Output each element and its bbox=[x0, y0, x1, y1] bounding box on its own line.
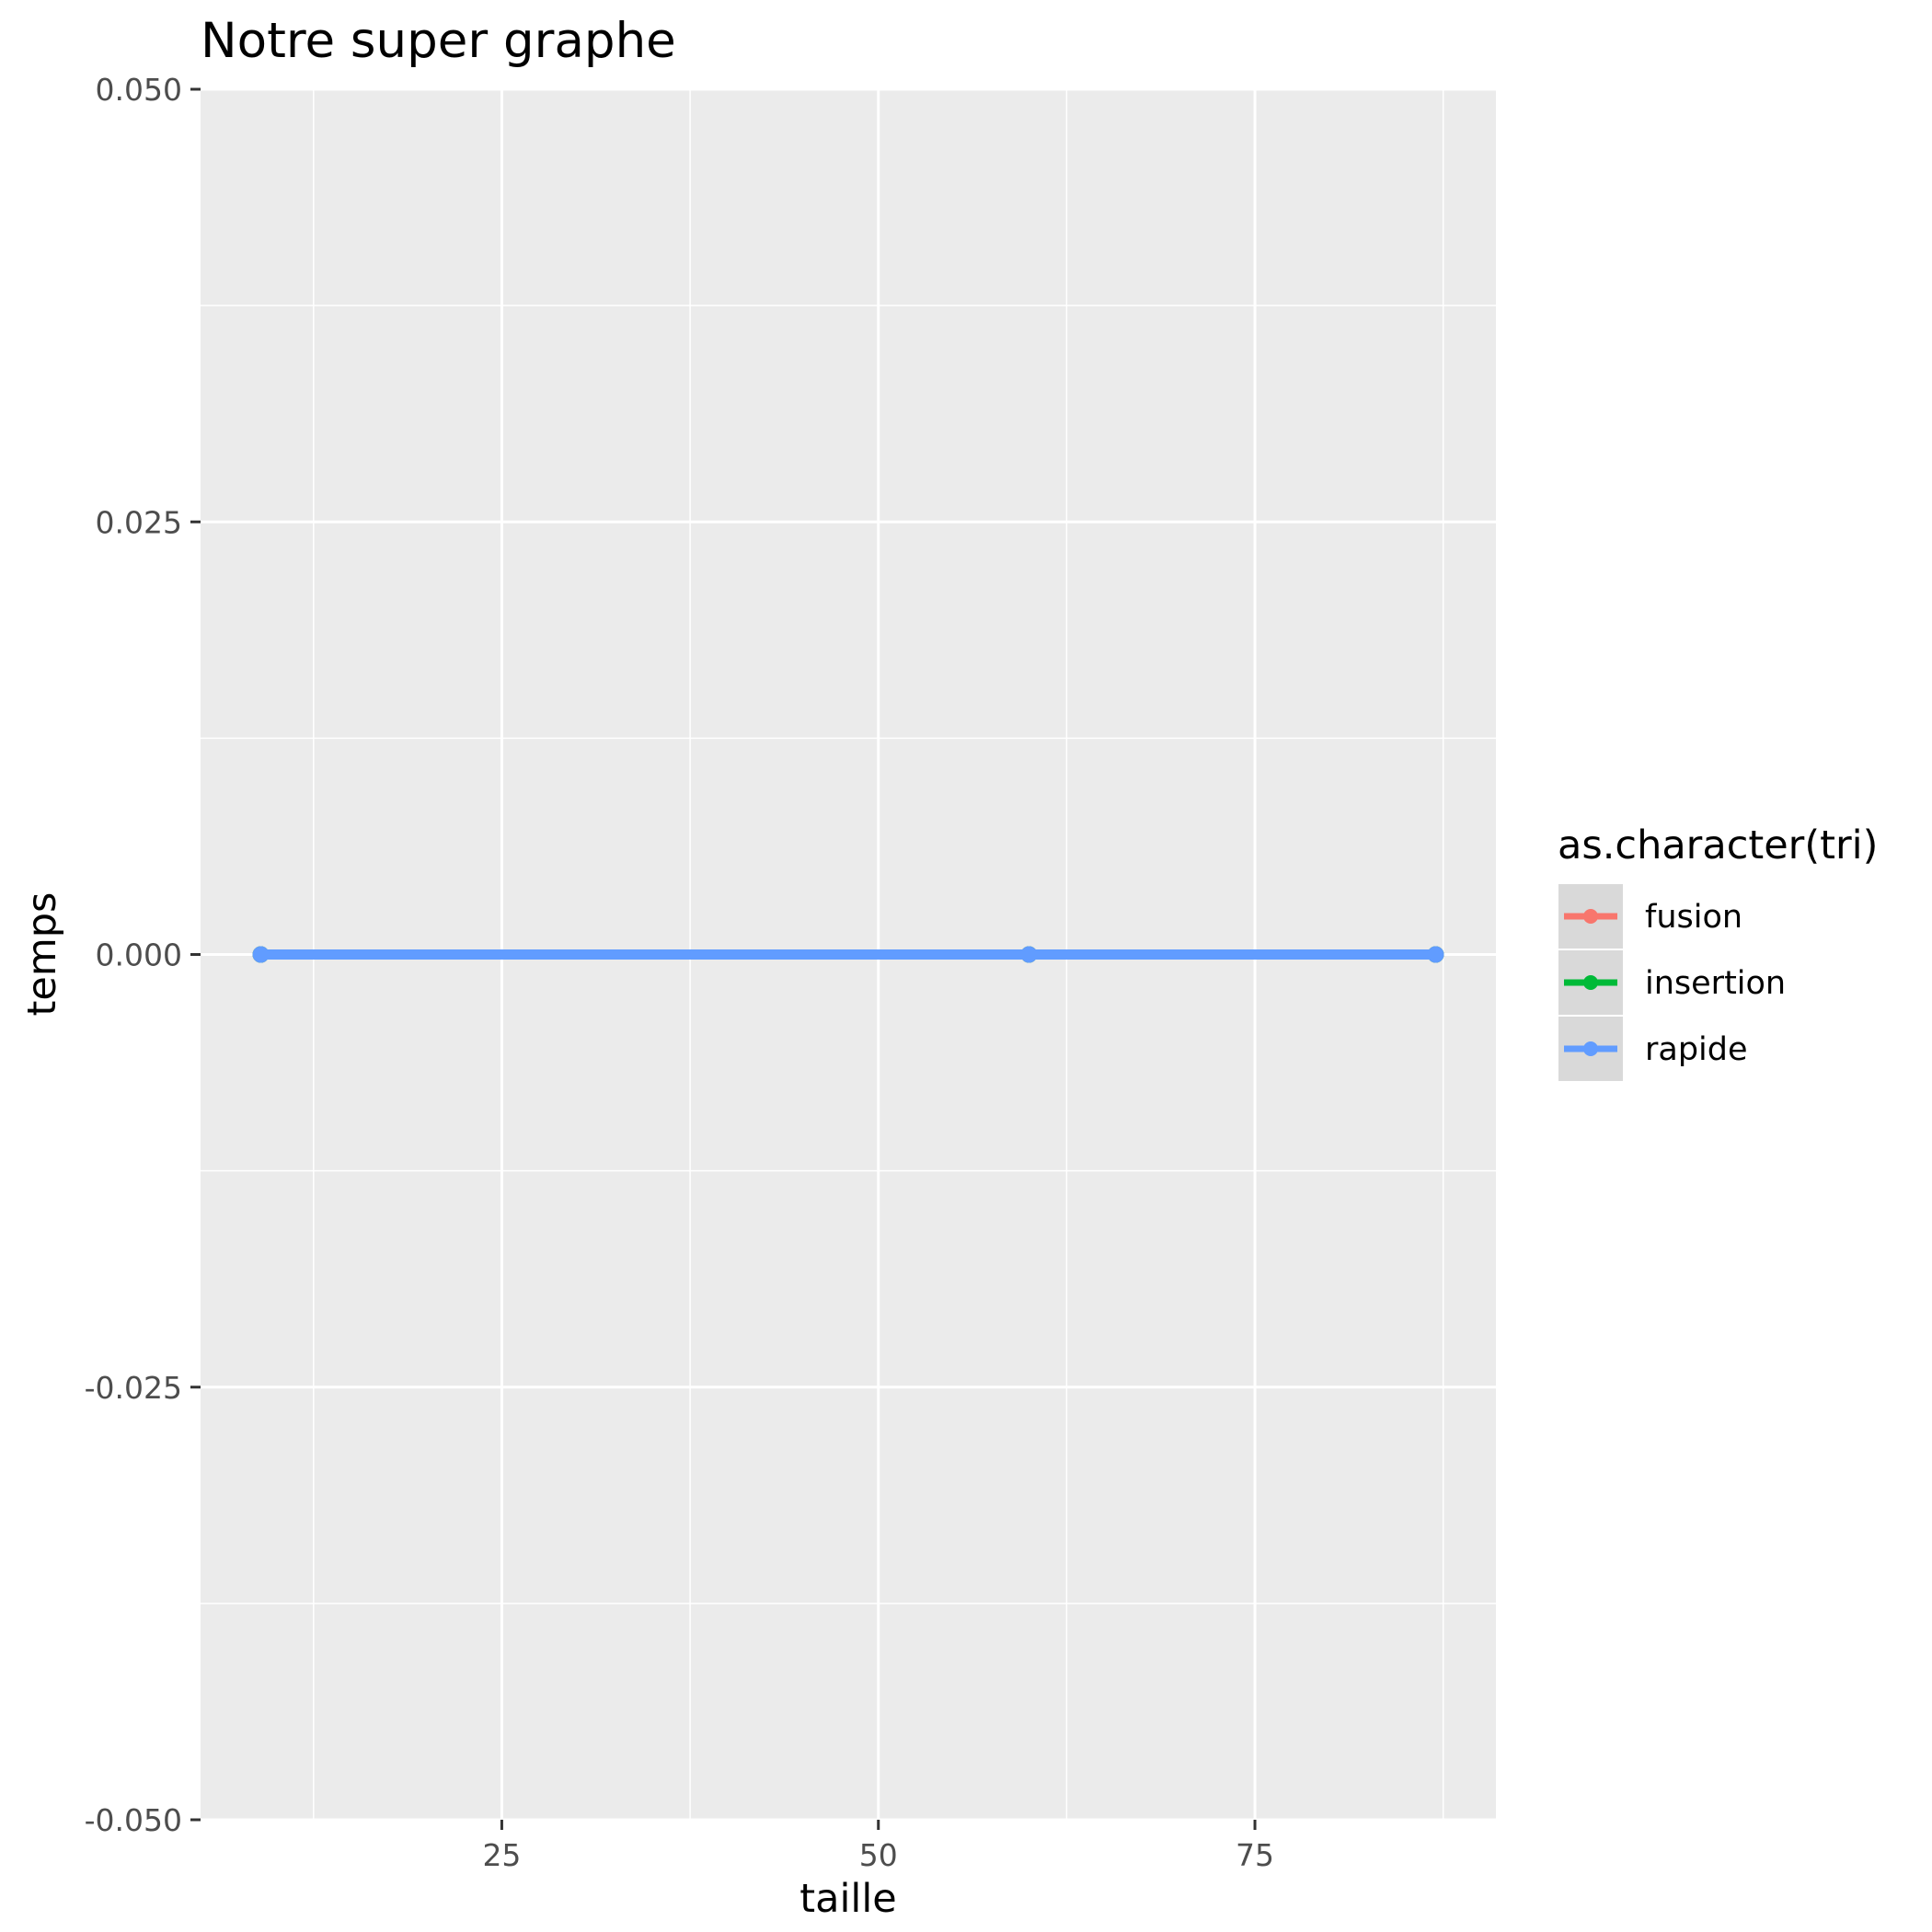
legend: fusion insertion rapide bbox=[1557, 882, 1786, 1083]
legend-key-point bbox=[1583, 975, 1598, 990]
x-tick-label: 25 bbox=[482, 1837, 521, 1873]
x-axis-title: taille bbox=[799, 1876, 897, 1922]
data-point-rapide bbox=[252, 946, 270, 963]
y-tick-label: 0.025 bbox=[96, 504, 182, 540]
legend-label-rapide: rapide bbox=[1645, 1031, 1748, 1068]
data-point-rapide bbox=[1020, 946, 1038, 963]
x-tick-label: 75 bbox=[1236, 1837, 1274, 1873]
y-tick-label: -0.050 bbox=[85, 1802, 182, 1838]
y-axis-title: temps bbox=[19, 892, 65, 1017]
legend-title: as.character(tri) bbox=[1558, 822, 1878, 868]
y-axis: -0.050 -0.025 0.000 0.025 0.050 bbox=[85, 72, 201, 1838]
legend-key-point bbox=[1583, 909, 1598, 924]
legend-label-fusion: fusion bbox=[1645, 899, 1742, 936]
series-layer bbox=[252, 946, 1444, 963]
data-point-rapide bbox=[1427, 946, 1444, 963]
chart-title: Notre super graphe bbox=[201, 13, 676, 69]
legend-key-point bbox=[1583, 1041, 1598, 1056]
legend-label-insertion: insertion bbox=[1645, 965, 1786, 1002]
x-axis: 25 50 75 bbox=[482, 1820, 1274, 1873]
x-tick-label: 50 bbox=[859, 1837, 898, 1873]
y-tick-label: -0.025 bbox=[85, 1370, 182, 1406]
y-tick-label: 0.000 bbox=[96, 937, 182, 973]
y-tick-label: 0.050 bbox=[96, 72, 182, 108]
